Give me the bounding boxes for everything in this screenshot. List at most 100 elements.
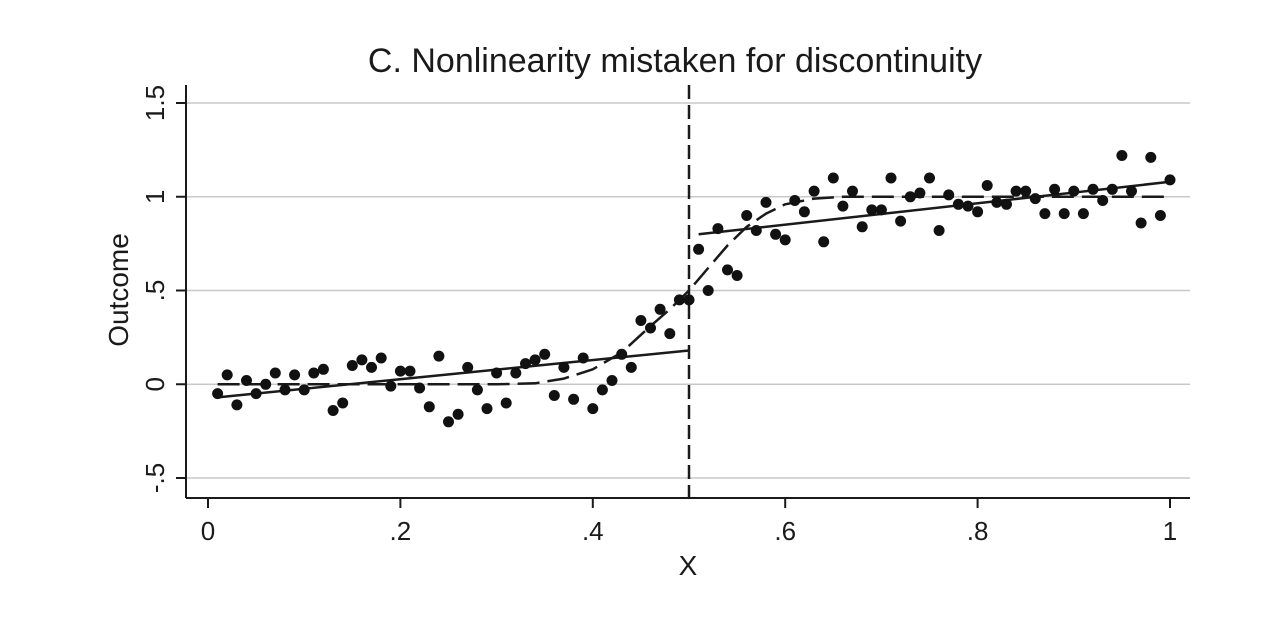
data-point [952, 198, 964, 210]
data-point [625, 361, 637, 373]
data-point [337, 397, 349, 409]
data-point [664, 328, 676, 340]
y-tick-label: 1.5 [140, 85, 170, 121]
data-points [212, 150, 1176, 428]
data-point [895, 215, 907, 227]
data-point [606, 375, 618, 386]
data-point [1010, 185, 1022, 197]
data-point [250, 388, 262, 400]
data-point [693, 243, 705, 255]
data-point [972, 206, 984, 218]
data-point [856, 221, 868, 233]
data-point [1058, 208, 1070, 220]
data-point [847, 185, 858, 197]
data-point [1116, 150, 1128, 161]
data-point [1135, 217, 1147, 229]
data-point [577, 352, 589, 364]
data-point [269, 367, 281, 379]
data-point [423, 401, 435, 413]
x-axis-label: X [679, 550, 698, 581]
data-point [500, 397, 512, 409]
data-point [981, 180, 993, 191]
data-point [837, 200, 849, 212]
x-tick-label: .2 [390, 516, 412, 546]
data-point [962, 200, 974, 212]
y-tick-label: 1 [140, 190, 170, 204]
data-point [770, 228, 782, 240]
data-point [1087, 183, 1099, 195]
data-point [491, 367, 503, 379]
data-point [702, 285, 714, 296]
data-point [933, 225, 945, 236]
data-point [414, 382, 426, 394]
data-point [587, 403, 599, 415]
data-point [1164, 174, 1176, 186]
data-point [943, 189, 955, 201]
data-point [298, 384, 310, 396]
data-point [568, 393, 580, 405]
data-point [1097, 195, 1109, 206]
x-tick-label: 1 [1163, 516, 1177, 546]
x-tick-label: 0 [201, 516, 215, 546]
data-point [1068, 185, 1080, 197]
data-point [779, 234, 791, 246]
data-point [260, 378, 272, 390]
data-point [1039, 208, 1051, 220]
data-point [1049, 183, 1061, 195]
data-point [558, 361, 570, 373]
data-point [481, 403, 493, 415]
data-point [683, 294, 695, 306]
data-point [394, 365, 406, 377]
data-point [520, 358, 531, 370]
data-point [1126, 185, 1137, 197]
data-point [375, 352, 387, 364]
y-axis-label: Outcome [103, 233, 134, 347]
data-point [529, 354, 541, 366]
data-point [404, 365, 416, 377]
data-point [471, 384, 483, 396]
data-point [279, 384, 291, 396]
y-tick-label: -.5 [140, 463, 170, 493]
x-tick-label: .8 [967, 516, 989, 546]
data-point [539, 348, 551, 360]
data-point [712, 223, 724, 235]
data-point [808, 185, 820, 197]
data-point [760, 196, 772, 208]
fit-line-solid [698, 180, 1171, 236]
x-tick-label: .6 [774, 516, 796, 546]
data-point [1077, 208, 1089, 220]
data-point [616, 348, 628, 360]
data-point [1145, 151, 1157, 163]
data-point [596, 384, 608, 396]
data-point [241, 375, 252, 386]
data-point [366, 361, 377, 373]
data-point [635, 315, 647, 326]
data-point [741, 210, 753, 221]
data-point [827, 172, 839, 184]
data-point [212, 388, 224, 400]
data-point [346, 360, 358, 371]
data-point [1029, 193, 1041, 205]
data-point [385, 380, 397, 392]
data-point [673, 294, 685, 306]
data-point [818, 236, 830, 248]
x-tick-label: .4 [582, 516, 604, 546]
data-point [548, 390, 560, 401]
data-point [356, 354, 368, 366]
data-point [885, 172, 897, 184]
data-point [731, 270, 743, 281]
data-point [789, 195, 801, 206]
data-point [722, 264, 733, 276]
data-point [221, 369, 233, 381]
data-point [462, 361, 474, 373]
data-point [231, 399, 243, 411]
data-point [904, 191, 916, 203]
data-point [433, 350, 445, 362]
data-point [1001, 198, 1012, 210]
data-point [308, 367, 320, 379]
y-tick-label: 0 [140, 377, 170, 391]
data-point [1020, 185, 1032, 197]
data-point [914, 187, 926, 199]
data-point [289, 369, 301, 381]
